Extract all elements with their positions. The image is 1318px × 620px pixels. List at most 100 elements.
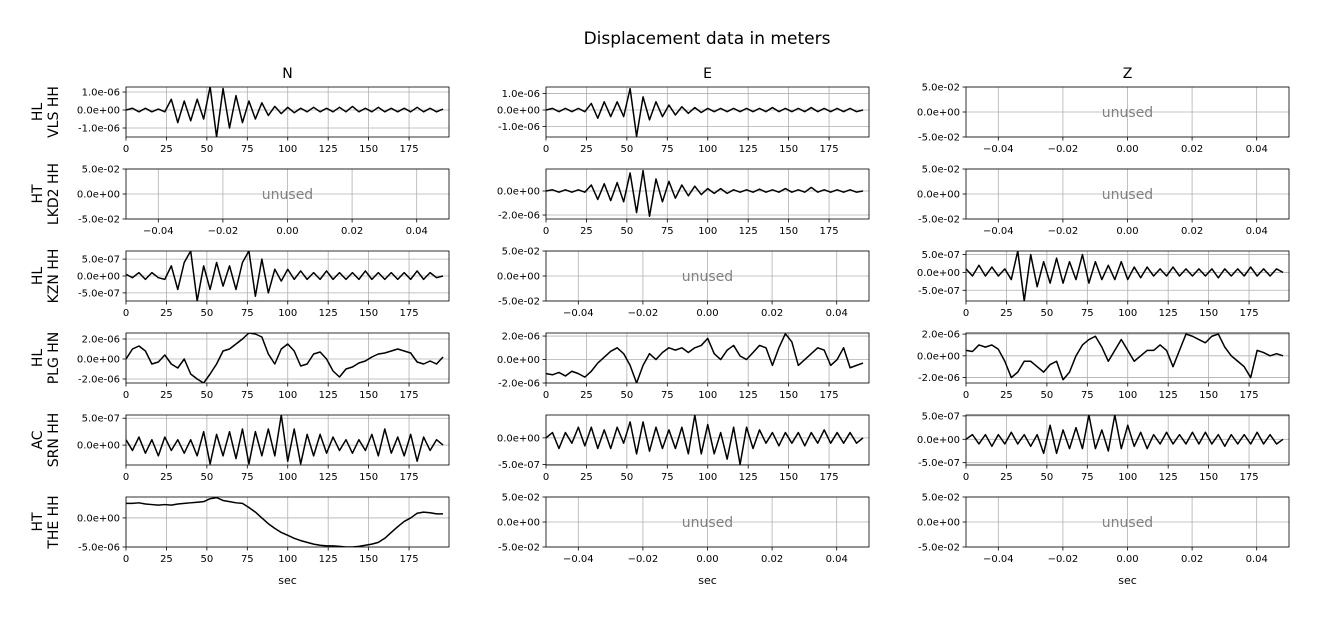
x-tick-label: −0.02 bbox=[1048, 226, 1079, 237]
y-tick-label: -5.0e-02 bbox=[78, 215, 120, 226]
x-tick-label: 75 bbox=[661, 390, 674, 401]
axes-frame bbox=[545, 496, 870, 548]
x-tick-label: 50 bbox=[201, 472, 214, 483]
x-tick-label: 75 bbox=[661, 472, 674, 483]
subplot-e-4: 0 25 50 75 100 125 150 175 2.0e-06 0.0e+00 -2.0e-0… bbox=[497, 332, 870, 401]
row-label: VLS HH bbox=[46, 86, 62, 138]
x-tick-label: 125 bbox=[319, 308, 338, 319]
x-tick-label: 75 bbox=[1081, 390, 1094, 401]
x-tick-label: 25 bbox=[580, 144, 593, 155]
y-tick-label: -2.0e-06 bbox=[918, 373, 960, 384]
y-tick-label: -5.0e-02 bbox=[498, 543, 540, 554]
x-tick-label: 25 bbox=[580, 226, 593, 237]
x-tick-label: 150 bbox=[359, 554, 378, 565]
x-tick-label: 150 bbox=[779, 226, 798, 237]
x-tick-label: 100 bbox=[698, 472, 717, 483]
subplot-z-6: −0.04 −0.02 0.00 0.02 0.04 5.0e-02 0.0e+00 -5.0… bbox=[917, 493, 1290, 565]
axes-frame bbox=[125, 86, 450, 138]
x-tick-label: 100 bbox=[1118, 308, 1137, 319]
axes-frame bbox=[965, 168, 1290, 220]
axes-frame bbox=[125, 414, 450, 466]
x-tick-label: −0.04 bbox=[143, 226, 174, 237]
y-tick-label: -5.0e-07 bbox=[498, 460, 540, 471]
unused-label: unused bbox=[1102, 187, 1153, 203]
y-tick-label: 0.0e+00 bbox=[497, 186, 540, 197]
x-tick-label: 0 bbox=[543, 472, 549, 483]
x-tick-label: 150 bbox=[359, 308, 378, 319]
x-tick-label: 75 bbox=[241, 472, 254, 483]
row-label: SRN HH bbox=[46, 413, 62, 468]
axes-frame bbox=[125, 332, 450, 384]
x-tick-label: 150 bbox=[1199, 390, 1218, 401]
x-tick-label: 125 bbox=[1159, 308, 1178, 319]
x-tick-label: 75 bbox=[241, 390, 254, 401]
x-tick-label: 150 bbox=[779, 390, 798, 401]
unused-label: unused bbox=[682, 515, 733, 531]
y-tick-label: 0.0e+00 bbox=[77, 513, 120, 524]
x-tick-label: 0 bbox=[963, 472, 969, 483]
x-tick-label: 0 bbox=[963, 390, 969, 401]
y-tick-label: -5.0e-02 bbox=[918, 543, 960, 554]
x-tick-label: 75 bbox=[661, 144, 674, 155]
x-tick-label: 0.00 bbox=[1116, 554, 1138, 565]
row-label: HL bbox=[30, 103, 46, 122]
y-tick-label: 0.0e+00 bbox=[917, 190, 960, 201]
axes-frame bbox=[965, 250, 1290, 302]
subplot-e-6: −0.04 −0.02 0.00 0.02 0.04 5.0e-02 0.0e+00 -5.0… bbox=[497, 493, 870, 565]
axes-frame bbox=[965, 86, 1290, 138]
subplot-e-3: −0.04 −0.02 0.00 0.02 0.04 5.0e-02 0.0e+00 -5.0… bbox=[497, 247, 870, 319]
y-tick-label: 5.0e-02 bbox=[82, 165, 120, 176]
x-tick-label: 75 bbox=[241, 554, 254, 565]
x-tick-label: 125 bbox=[739, 144, 758, 155]
x-tick-label: 50 bbox=[1041, 390, 1054, 401]
y-tick-label: -2.0e-06 bbox=[498, 211, 540, 222]
chart-title: Displacement data in meters bbox=[584, 29, 831, 49]
x-tick-label: 50 bbox=[201, 554, 214, 565]
y-tick-label: -1.0e-06 bbox=[498, 122, 540, 133]
subplot-e-2: 0 25 50 75 100 125 150 175 0.0e+00 -2.0e-06 bbox=[497, 168, 870, 237]
axes-frame bbox=[545, 414, 870, 466]
x-tick-label: 75 bbox=[661, 226, 674, 237]
column-title-n: N bbox=[282, 66, 292, 82]
x-tick-label: −0.02 bbox=[628, 308, 659, 319]
x-tick-label: 25 bbox=[160, 390, 173, 401]
x-tick-label: 50 bbox=[201, 308, 214, 319]
x-tick-label: 0.02 bbox=[761, 308, 783, 319]
y-tick-label: 0.0e+00 bbox=[77, 190, 120, 201]
unused-label: unused bbox=[1102, 105, 1153, 121]
subplot-e-5: 0 25 50 75 100 125 150 175 0.0e+00 -5.0e-07 bbox=[497, 414, 870, 483]
y-tick-label: 0.0e+00 bbox=[917, 351, 960, 362]
y-tick-label: 2.0e-06 bbox=[82, 335, 120, 346]
subplot-n-6: 0 25 50 75 100 125 150 175 0.0e+00 -5.0e-06 bbox=[77, 496, 450, 565]
x-tick-label: −0.02 bbox=[1048, 554, 1079, 565]
x-tick-label: −0.02 bbox=[628, 554, 659, 565]
unused-label: unused bbox=[682, 269, 733, 285]
x-tick-label: 125 bbox=[319, 390, 338, 401]
axes-frame bbox=[125, 496, 450, 548]
y-tick-label: -5.0e-02 bbox=[918, 133, 960, 144]
x-tick-label: 175 bbox=[820, 144, 839, 155]
y-tick-label: 5.0e-07 bbox=[82, 414, 120, 425]
axes-frame bbox=[125, 250, 450, 302]
subplot-n-5: 0 25 50 75 100 125 150 175 5.0e-07 0.0e+00 bbox=[77, 414, 450, 483]
y-tick-label: -2.0e-06 bbox=[78, 375, 120, 386]
x-tick-label: 175 bbox=[400, 472, 419, 483]
x-tick-label: 25 bbox=[1000, 390, 1013, 401]
waveform-line bbox=[546, 87, 864, 137]
x-tick-label: −0.04 bbox=[563, 308, 594, 319]
y-tick-label: 5.0e-02 bbox=[922, 165, 960, 176]
y-tick-label: 5.0e-07 bbox=[922, 250, 960, 261]
x-tick-label: 175 bbox=[400, 390, 419, 401]
x-tick-label: 0.04 bbox=[1246, 226, 1268, 237]
x-tick-label: 50 bbox=[201, 390, 214, 401]
waveform-line bbox=[126, 333, 444, 383]
x-tick-label: 0.04 bbox=[1246, 144, 1268, 155]
axes-frame bbox=[545, 250, 870, 302]
x-tick-label: 25 bbox=[580, 472, 593, 483]
x-tick-label: 25 bbox=[580, 390, 593, 401]
x-tick-label: 25 bbox=[160, 308, 173, 319]
waveform-line bbox=[126, 497, 444, 547]
y-tick-label: -5.0e-02 bbox=[918, 215, 960, 226]
x-tick-label: 125 bbox=[319, 554, 338, 565]
